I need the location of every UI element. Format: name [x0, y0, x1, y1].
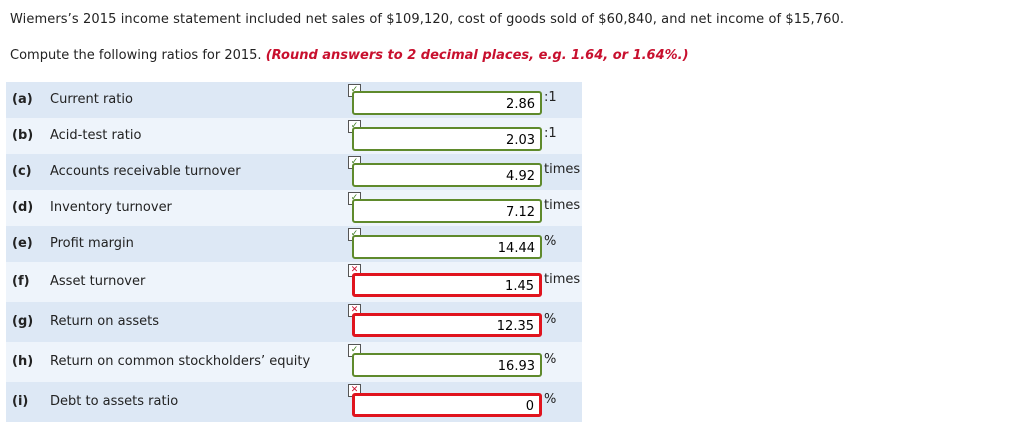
ratio-row-b: (b)Acid-test ratio ✓ :1 [6, 118, 582, 154]
inventory-turnover-input[interactable] [352, 199, 542, 223]
unit-label: times [544, 272, 581, 287]
row-letter: (d) [12, 200, 34, 215]
profit-margin-input[interactable] [352, 235, 542, 259]
ratio-row-g: (g)Return on assets ✕ % [6, 302, 582, 342]
rounding-hint: (Round answers to 2 decimal places, e.g.… [265, 48, 689, 63]
row-letter: (a) [12, 92, 33, 107]
problem-instruction: Compute the following ratios for 2015. (… [10, 48, 689, 63]
row-letter: (f) [12, 274, 30, 289]
current-ratio-input[interactable] [352, 91, 542, 115]
ratio-row-h: (h) Return on common stockholders’ equity… [6, 342, 582, 382]
row-label: Acid-test ratio [50, 128, 142, 143]
unit-label: times [544, 198, 581, 213]
unit-label: :1 [544, 90, 557, 105]
row-letter: (c) [12, 164, 32, 179]
ratio-row-i: (i)Debt to assets ratio ✕ % [6, 382, 582, 422]
row-label: Asset turnover [50, 274, 146, 289]
ratio-row-a: (a)Current ratio ✓ :1 [6, 82, 582, 118]
return-on-assets-input[interactable] [352, 313, 542, 337]
row-letter: (i) [12, 394, 29, 409]
unit-label: % [544, 352, 557, 367]
row-letter: (g) [12, 314, 34, 329]
unit-label: % [544, 312, 557, 327]
ar-turnover-input[interactable] [352, 163, 542, 187]
row-label: Return on common stockholders’ equity [50, 354, 311, 369]
row-label: Debt to assets ratio [50, 394, 179, 409]
ratio-row-c: (c)Accounts receivable turnover ✓ times [6, 154, 582, 190]
row-letter: (h) [12, 354, 34, 369]
return-on-equity-input[interactable] [352, 353, 542, 377]
ratio-row-f: (f)Asset turnover ✕ times [6, 262, 582, 302]
unit-label: times [544, 162, 581, 177]
row-label: Profit margin [50, 236, 134, 251]
ratio-table: (a)Current ratio ✓ :1 (b)Acid-test ratio… [6, 82, 582, 422]
acid-test-ratio-input[interactable] [352, 127, 542, 151]
row-label: Return on assets [50, 314, 159, 329]
ratio-row-e: (e)Profit margin ✓ % [6, 226, 582, 262]
row-letter: (e) [12, 236, 33, 251]
instruction-text: Compute the following ratios for 2015. [10, 48, 262, 63]
problem-intro: Wiemers’s 2015 income statement included… [10, 12, 845, 27]
unit-label: :1 [544, 126, 557, 141]
unit-label: % [544, 234, 557, 249]
row-letter: (b) [12, 128, 34, 143]
ratio-row-d: (d)Inventory turnover ✓ times [6, 190, 582, 226]
unit-label: % [544, 392, 557, 407]
asset-turnover-input[interactable] [352, 273, 542, 297]
row-label: Current ratio [50, 92, 133, 107]
row-label: Inventory turnover [50, 200, 172, 215]
debt-to-assets-input[interactable] [352, 393, 542, 417]
row-label: Accounts receivable turnover [50, 164, 241, 179]
